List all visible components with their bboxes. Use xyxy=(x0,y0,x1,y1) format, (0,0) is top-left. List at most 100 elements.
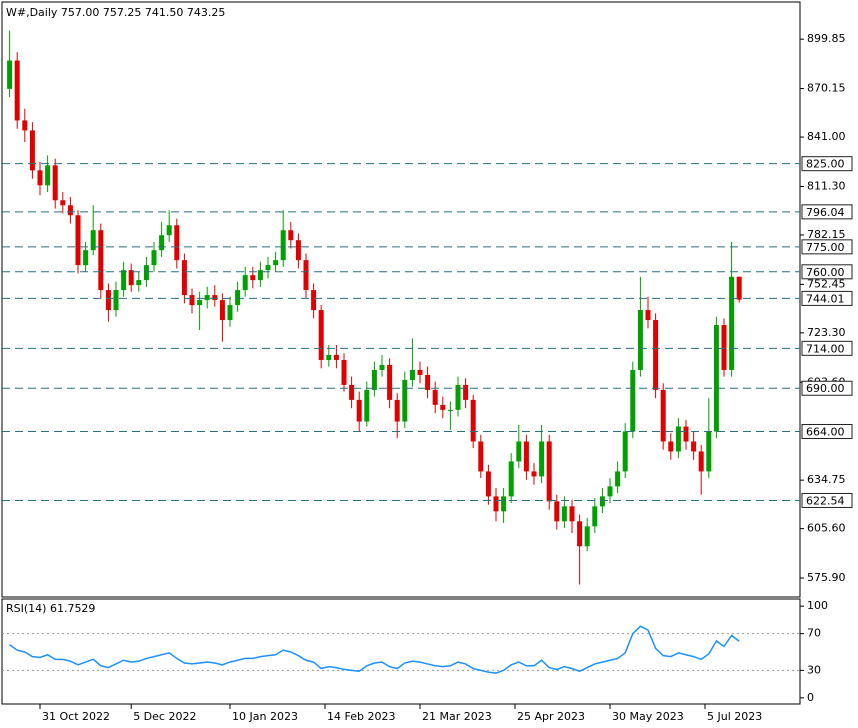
candle-body xyxy=(729,276,735,370)
chart-title: W#,Daily 757.00 757.25 741.50 743.25 xyxy=(6,6,225,19)
candle-body xyxy=(501,496,507,512)
candle-body xyxy=(29,130,35,171)
candle-body xyxy=(615,471,621,487)
candle-body xyxy=(508,461,514,497)
candle-body xyxy=(721,325,727,370)
y-tick-label: 605.60 xyxy=(807,522,846,535)
candle-body xyxy=(22,120,28,131)
candle-body xyxy=(440,404,446,410)
candle-body xyxy=(599,496,605,507)
candle-body xyxy=(288,230,294,241)
x-tick-label: 30 May 2023 xyxy=(612,710,684,723)
candle-body xyxy=(417,369,423,375)
candle-body xyxy=(425,374,431,390)
y-tick-label: 575.90 xyxy=(807,571,846,584)
candle-body xyxy=(409,369,415,380)
candle-body xyxy=(280,230,286,261)
candle-body xyxy=(326,354,332,360)
level-label: 664.00 xyxy=(806,425,845,438)
y-tick-label: 70 xyxy=(807,627,821,640)
candle-body xyxy=(174,225,180,261)
candle-body xyxy=(675,426,681,452)
candle-body xyxy=(52,165,58,201)
level-label: 714.00 xyxy=(806,342,845,355)
candle-body xyxy=(622,431,628,472)
level-label: 760.00 xyxy=(806,266,845,279)
rsi-line xyxy=(9,625,740,674)
candle-body xyxy=(455,384,461,410)
candle-body xyxy=(645,310,651,321)
candle-body xyxy=(295,240,301,261)
candle-body xyxy=(227,305,233,321)
candle-body xyxy=(356,399,362,422)
candle-body xyxy=(159,235,165,251)
candle-body xyxy=(470,399,476,442)
candle-body xyxy=(592,506,598,527)
x-tick-label: 5 Jul 2023 xyxy=(707,710,762,723)
level-label-box xyxy=(801,423,853,439)
candle-body xyxy=(98,230,104,291)
candle-body xyxy=(181,260,187,296)
y-tick-label: 841.00 xyxy=(807,130,846,143)
rsi-panel xyxy=(1,598,801,705)
candle-body xyxy=(371,369,377,390)
candle-body xyxy=(463,384,469,400)
candle-body xyxy=(577,521,583,547)
candle-body xyxy=(45,165,51,186)
candle-body xyxy=(60,200,66,206)
candle-body xyxy=(75,215,81,266)
candle-body xyxy=(128,270,134,286)
rsi-title: RSI(14) 61.7529 xyxy=(6,602,95,615)
level-label: 825.00 xyxy=(806,158,845,171)
y-tick-label: 811.30 xyxy=(807,179,846,192)
candle-body xyxy=(219,300,225,321)
candle-body xyxy=(569,506,575,522)
candle-body xyxy=(394,399,400,422)
candle-body xyxy=(204,295,210,301)
candle-body xyxy=(668,441,674,452)
candle-body xyxy=(523,441,529,472)
candle-body xyxy=(546,441,552,502)
candle-body xyxy=(736,276,742,300)
y-tick-label: 100 xyxy=(807,599,828,612)
y-tick-label: 782.15 xyxy=(807,228,846,241)
candle-body xyxy=(660,389,666,442)
level-label-box xyxy=(801,380,853,396)
candle-body xyxy=(235,290,241,306)
candle-body xyxy=(143,265,149,281)
y-tick-label: 634.75 xyxy=(807,473,846,486)
x-tick-label: 31 Oct 2022 xyxy=(42,710,110,723)
candle-body xyxy=(432,389,438,405)
candle-body xyxy=(166,225,172,236)
level-label-box xyxy=(801,340,853,356)
y-tick-label: 30 xyxy=(807,663,821,676)
candle-body xyxy=(364,389,370,422)
candle-body xyxy=(713,325,719,432)
candle-body xyxy=(447,409,453,411)
candle-body xyxy=(265,265,271,271)
candle-body xyxy=(607,486,613,497)
candle-body xyxy=(637,310,643,370)
candle-body xyxy=(136,280,142,286)
main-panel xyxy=(1,1,801,598)
candle-body xyxy=(341,359,347,385)
level-label: 622.54 xyxy=(806,494,845,507)
candle-body xyxy=(691,441,697,452)
level-label: 796.04 xyxy=(806,206,845,219)
candle-body xyxy=(83,250,89,266)
candle-body xyxy=(318,310,324,360)
candle-body xyxy=(90,230,96,251)
candle-body xyxy=(402,379,408,422)
candle-body xyxy=(242,275,248,291)
y-tick-label: 723.30 xyxy=(807,326,846,339)
candle-body xyxy=(67,205,73,216)
candle-body xyxy=(630,369,636,432)
candle-body xyxy=(706,431,712,472)
candle-body xyxy=(37,170,43,186)
x-tick-label: 14 Feb 2023 xyxy=(327,710,395,723)
candle-body xyxy=(349,384,355,400)
level-label-box xyxy=(801,264,853,280)
candle-body xyxy=(303,260,309,291)
candle-body xyxy=(516,441,522,462)
